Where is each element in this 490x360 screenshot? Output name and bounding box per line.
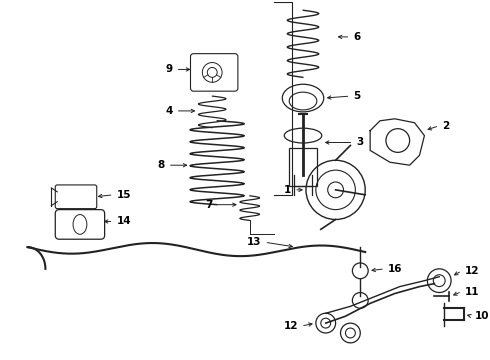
Text: 3: 3 <box>356 138 364 148</box>
Text: 6: 6 <box>353 32 361 42</box>
Text: 5: 5 <box>353 91 361 101</box>
Text: 9: 9 <box>166 64 173 75</box>
Text: 4: 4 <box>165 106 173 116</box>
Text: 1: 1 <box>284 185 291 195</box>
Text: 2: 2 <box>442 121 449 131</box>
Text: 8: 8 <box>158 160 165 170</box>
Text: 11: 11 <box>465 287 479 297</box>
Text: 12: 12 <box>284 321 298 331</box>
Bar <box>289 148 317 186</box>
Text: 7: 7 <box>205 200 212 210</box>
Text: 15: 15 <box>117 190 131 200</box>
Text: 16: 16 <box>388 264 402 274</box>
Text: 14: 14 <box>117 216 131 226</box>
Text: 12: 12 <box>465 266 479 276</box>
Text: 10: 10 <box>475 311 490 321</box>
Text: 13: 13 <box>247 237 262 247</box>
